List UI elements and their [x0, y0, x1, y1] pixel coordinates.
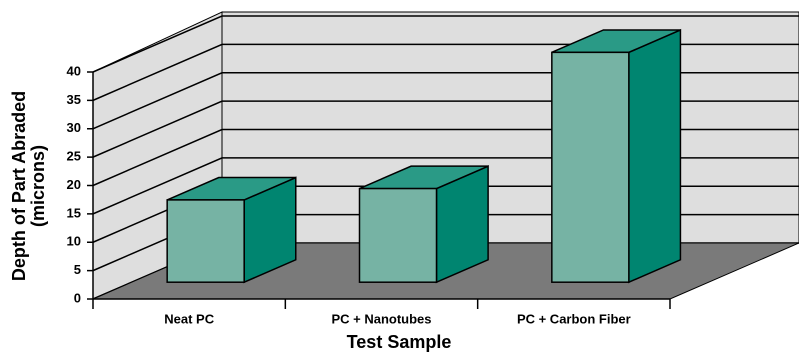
bar — [166, 199, 245, 283]
bar — [551, 51, 630, 283]
y-tick-label: 15 — [67, 205, 81, 220]
grid-line — [92, 15, 799, 73]
y-axis-title: Depth of Part Abraded — [9, 91, 29, 281]
y-tick-label: 30 — [67, 120, 81, 135]
y-tick-label: 5 — [74, 262, 81, 277]
back-wall — [221, 11, 799, 244]
y-tick-label: 40 — [67, 63, 81, 78]
y-axis-title: (microns) — [28, 145, 48, 227]
y-tick-label: 20 — [67, 177, 81, 192]
x-tick-label: Neat PC — [164, 311, 214, 326]
x-tick-label: PC + Carbon Fiber — [517, 311, 631, 326]
y-tick-label: 0 — [74, 290, 81, 305]
x-axis-title: Test Sample — [347, 332, 452, 352]
bar-side — [628, 28, 682, 284]
y-tick-label: 35 — [67, 92, 81, 107]
x-tick-label: PC + Nanotubes — [331, 311, 431, 326]
y-tick-label: 25 — [67, 149, 81, 164]
y-tick-label: 10 — [67, 234, 81, 249]
bar — [358, 187, 438, 283]
